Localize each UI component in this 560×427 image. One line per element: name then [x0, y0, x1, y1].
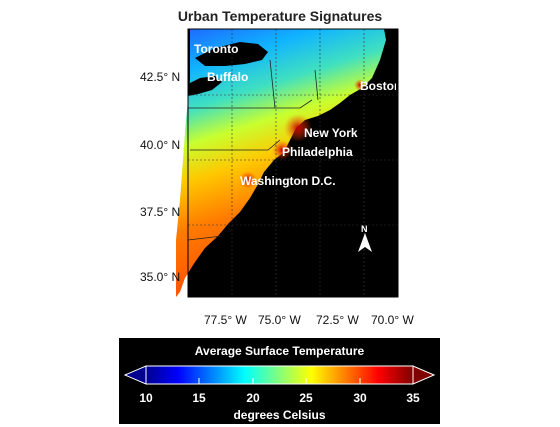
- colorbar-scale: [123, 365, 436, 385]
- city-label-philadelphia: Philadelphia: [282, 145, 353, 159]
- colorbar-tick: 30: [353, 391, 367, 405]
- lat-label: 40.0° N: [140, 138, 181, 152]
- city-label-boston: Boston: [360, 79, 396, 93]
- lon-label: 72.5° W: [316, 313, 359, 327]
- city-label-washington: Washington D.C.: [240, 174, 336, 188]
- lon-label: 77.5° W: [204, 313, 247, 327]
- colorbar-title: Average Surface Temperature: [194, 344, 365, 358]
- city-label-new-york: New York: [304, 126, 358, 140]
- colorbar-tick: 20: [246, 391, 260, 405]
- state-borders: [187, 59, 319, 241]
- lake-ontario: [195, 42, 268, 66]
- lat-label: 35.0° N: [140, 270, 181, 284]
- city-label-toronto: Toronto: [194, 42, 239, 56]
- city-label-buffalo: Buffalo: [207, 70, 249, 84]
- lake-erie: [188, 76, 222, 96]
- colorbar-tick: 10: [139, 391, 153, 405]
- north-arrow-label: N: [361, 224, 368, 234]
- colorbar-legend: Average Surface Temperature 10 15 20 25 …: [119, 338, 440, 424]
- lon-label: 75.0° W: [258, 313, 301, 327]
- graticule: [188, 29, 398, 297]
- land-surface: [176, 29, 386, 297]
- north-arrow-icon: [358, 233, 372, 252]
- heat-philadelphia: [272, 140, 292, 160]
- lat-label: 37.5° N: [140, 205, 181, 219]
- heat-boston: [354, 79, 366, 91]
- lat-label: 42.5° N: [140, 70, 181, 84]
- colorbar-tick: 15: [192, 391, 206, 405]
- colorbar-tick: 25: [299, 391, 313, 405]
- heat-washington: [239, 171, 257, 189]
- map-title: Urban Temperature Signatures: [177, 8, 383, 24]
- map-frame: [187, 28, 399, 298]
- colorbar-units: degrees Celsius: [233, 408, 326, 422]
- lon-label: 70.0° W: [371, 313, 414, 327]
- heat-new-york: [284, 114, 312, 142]
- colorbar-tick: 35: [406, 391, 420, 405]
